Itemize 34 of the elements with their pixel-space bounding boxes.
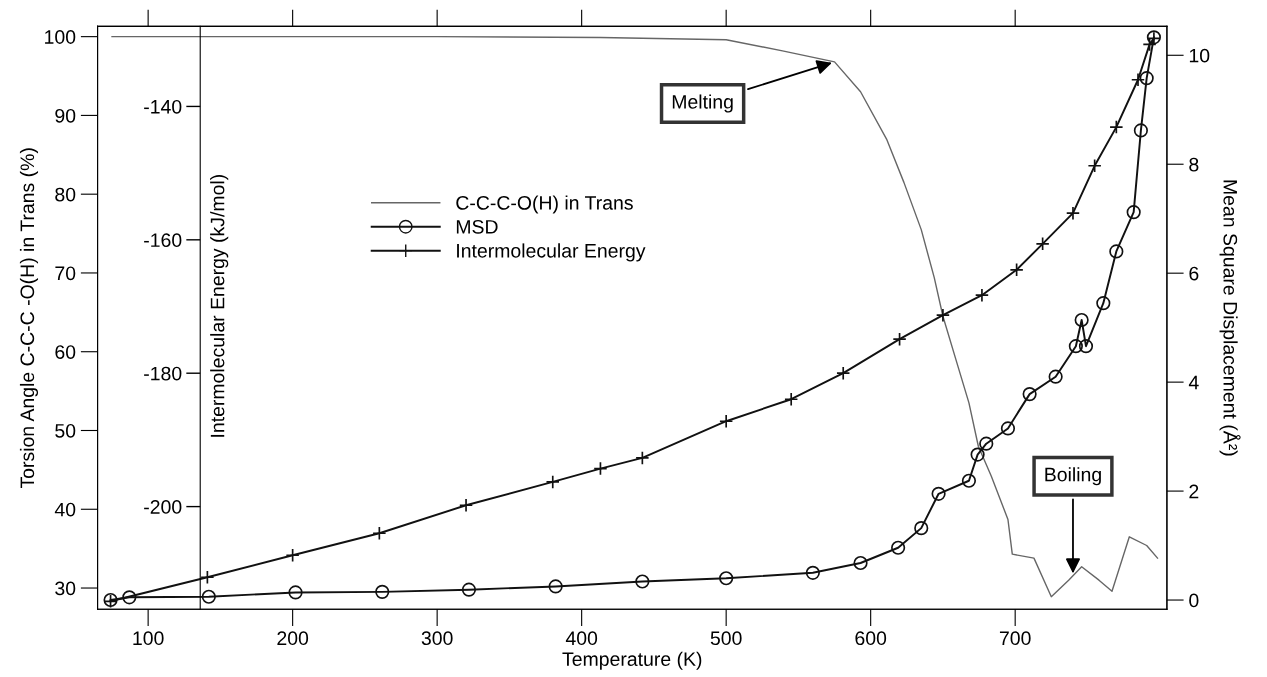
- x-axis-title: Temperature (K): [562, 651, 702, 670]
- x-tick-label: 500: [710, 631, 742, 646]
- annotation: Melting: [672, 94, 733, 113]
- y-tick-label: 70: [55, 266, 76, 281]
- y2-axis-title: Mean Square Displacement (Å²): [1219, 180, 1241, 456]
- legend-label: MSD: [456, 219, 498, 234]
- x-tick-label: 200: [277, 631, 309, 646]
- y-tick-label: 100: [45, 30, 76, 44]
- x-tick-label: 400: [565, 631, 598, 646]
- x-tick-label: 100: [133, 631, 164, 646]
- y2-tick-label: 10: [1189, 48, 1210, 63]
- annotation: Boiling: [1045, 467, 1101, 486]
- legend-label: C-C-C-O(H) in Trans: [456, 195, 633, 214]
- y-tick-label: 60: [55, 345, 76, 359]
- x-tick-label: 300: [421, 631, 453, 646]
- y2-tick-label: 4: [1188, 375, 1199, 390]
- y-tick-label: 80: [55, 187, 76, 202]
- y3-axis-title: Intermolecular Energy (kJ/mol): [210, 175, 229, 437]
- y3-tick-label: -200: [144, 500, 182, 514]
- y2-tick-label: 0: [1189, 593, 1199, 608]
- y-tick-label: 30: [55, 581, 76, 596]
- y-tick-label: 50: [55, 423, 76, 438]
- y2-tick-label: 6: [1189, 266, 1199, 281]
- y2-tick-label: 2: [1189, 484, 1199, 499]
- x-tick-label: 700: [999, 631, 1031, 646]
- y2-tick-label: 8: [1189, 157, 1199, 172]
- y3-tick-label: -180: [144, 366, 182, 381]
- y3-tick-label: -140: [144, 99, 182, 114]
- y-tick-label: 40: [54, 502, 76, 517]
- y-axis-title: Torsion Angle C-C-C -O(H) in Trans (%): [19, 148, 39, 489]
- y3-tick-label: -160: [144, 233, 182, 248]
- x-tick-label: 600: [855, 631, 887, 646]
- y-tick-label: 90: [55, 108, 76, 123]
- legend-label: Intermolecular Energy: [457, 243, 646, 262]
